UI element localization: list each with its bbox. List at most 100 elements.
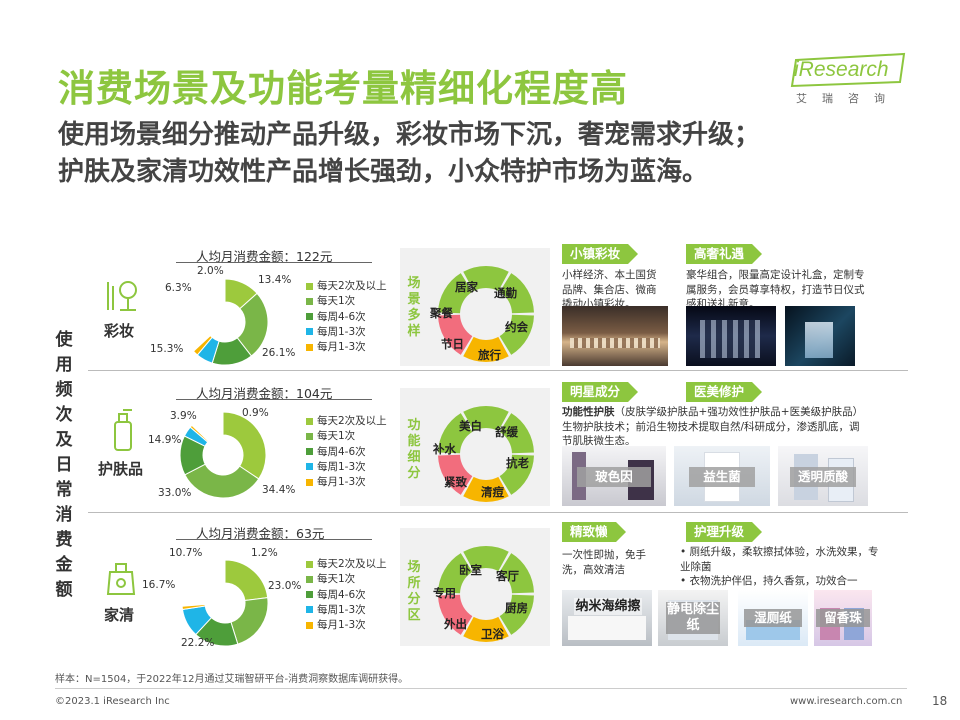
donut-segment-remainder (182, 279, 225, 352)
ring-label: 聚餐 (430, 306, 453, 320)
ring-label: 卫浴 (481, 627, 504, 641)
tag-care-upgrade: 护理升级 (686, 522, 763, 542)
website-link[interactable]: www.iresearch.com.cn (790, 696, 903, 707)
footer-divider (55, 688, 907, 689)
page-title: 消费场景及功能考量精细化程度高 (58, 67, 628, 110)
chart-legend: 每天2次及以上 每天1次 每周4-6次 每周1-3次 每月1-3次 (306, 557, 387, 633)
pct-label: 2.0% (197, 265, 224, 277)
ring-label: 补水 (433, 442, 456, 456)
legend-swatch (306, 448, 313, 456)
donut-segment-2 (184, 463, 260, 499)
ring-label: 通勤 (494, 286, 517, 300)
chart-legend: 每天2次及以上 每天1次 每周4-6次 每周1-3次 每月1-3次 (306, 279, 387, 355)
ring-segment (438, 273, 473, 314)
legend-swatch (306, 417, 313, 425)
scene-ring (438, 266, 534, 362)
category-makeup: 彩妆 (104, 322, 135, 340)
ring-segment (499, 594, 534, 635)
ring-segment (499, 314, 534, 355)
gift-box-photo (686, 306, 776, 366)
desc-town-makeup: 小样经济、本土国货品牌、集合店、微商撬动小镇彩妆。 (562, 269, 657, 310)
product-label: 益生菌 (689, 467, 755, 487)
ring-label: 舒缓 (495, 425, 518, 439)
location-ring (438, 546, 534, 642)
luxury-set-photo (785, 306, 855, 366)
legend-label: 每月1-3次 (317, 619, 366, 632)
bullet-item: • 厕纸升级，柔软擦拭体验，水洗效果，专业除菌 (680, 546, 879, 573)
legend-swatch (306, 591, 313, 599)
legend-item: 每天2次及以上 (306, 414, 387, 429)
ring-label: 厨房 (505, 601, 528, 615)
avg-spend-household: 人均月消费金额：63元 (196, 526, 325, 541)
legend-label: 每天2次及以上 (317, 280, 387, 292)
legend-item: 每周1-3次 (306, 460, 387, 475)
legend-label: 每周1-3次 (317, 325, 366, 338)
sample-note: 样本：N=1504，于2022年12月通过艾瑞智研平台-消费洞察数据库调研获得。 (55, 674, 409, 685)
legend-swatch (306, 343, 313, 351)
legend-swatch (306, 463, 313, 471)
makeup-mirror-icon (107, 281, 137, 311)
ring-label: 居家 (455, 280, 478, 294)
ring-segment (463, 406, 509, 432)
ring-segment (499, 273, 534, 314)
legend-item: 每天2次及以上 (306, 279, 387, 294)
ring-segment (463, 336, 509, 362)
ring-label: 清痘 (481, 485, 504, 499)
legend-item: 每周1-3次 (306, 325, 387, 340)
bullet-item: • 衣物洗护伴侣，持久香氛，功效合一 (680, 575, 858, 587)
legend-label: 每天1次 (317, 430, 356, 443)
legend-item: 每天1次 (306, 294, 387, 309)
category-skincare: 护肤品 (98, 460, 144, 478)
ring-segment (463, 616, 509, 642)
tag-medical-repair: 医美修护 (686, 382, 763, 402)
ring-segment (463, 546, 509, 572)
donut-segment-1 (224, 559, 269, 602)
legend-swatch (306, 282, 313, 290)
legend-item: 每天2次及以上 (306, 557, 387, 572)
ring-label: 客厅 (496, 569, 519, 583)
legend-item: 每周4-6次 (306, 445, 387, 460)
legend-label: 每周1-3次 (317, 603, 366, 616)
product-label: 湿厕纸 (744, 609, 802, 627)
pct-label: 23.0% (268, 580, 302, 592)
donut-segment-remainder (182, 560, 225, 607)
pct-label: 3.9% (170, 410, 197, 422)
ring-segment (499, 454, 534, 495)
legend-label: 每天2次及以上 (317, 558, 387, 570)
pct-label: 22.2% (181, 637, 215, 649)
donut-segment-remainder (191, 412, 223, 442)
avg-spend-underline (176, 399, 372, 400)
legend-label: 每天2次及以上 (317, 415, 387, 427)
chart-legend: 每天2次及以上 每天1次 每周4-6次 每周1-3次 每月1-3次 (306, 414, 387, 490)
donut-chart-household (181, 559, 269, 647)
row-separator-2 (88, 512, 908, 513)
legend-label: 每天1次 (317, 295, 356, 308)
legend-item: 每周4-6次 (306, 588, 387, 603)
location-vlabel: 场所分区 (407, 560, 421, 623)
iresearch-logo: iResearch 艾瑞咨询 (788, 52, 908, 112)
ring-segment (463, 266, 509, 292)
subtitle-line-2: 护肤及家清功效性产品增长强劲，小众特护市场为蓝海。 (58, 157, 709, 187)
tag-town-makeup: 小镇彩妆 (562, 244, 639, 264)
scene-vlabel: 场景多样 (407, 276, 421, 339)
ring-segment (438, 314, 473, 355)
avg-spend-skincare: 人均月消费金额：104元 (196, 386, 333, 401)
category-household: 家清 (104, 606, 135, 624)
page-number: 18 (932, 694, 948, 708)
desc-body: （皮肤学级护肤品+强功效性护肤品+医美级护肤品）生物护肤技术；前沿生物技术提取自… (562, 406, 860, 447)
ring-segment (499, 553, 534, 594)
donut-chart-makeup (182, 278, 269, 366)
legend-label: 每周4-6次 (317, 445, 366, 458)
row-separator-1 (88, 370, 908, 371)
legend-item: 每周1-3次 (306, 603, 387, 618)
legend-swatch (306, 575, 313, 583)
legend-swatch (306, 297, 313, 305)
ring-label: 抗老 (506, 456, 529, 470)
desc-highlight: 功能性护肤 (562, 406, 615, 418)
logo-brand-text: iResearch (794, 58, 889, 81)
ring-segment (499, 413, 534, 454)
desc-disposable: 一次性即抛，免手洗，高效清洁 (562, 549, 646, 576)
ring-segment (438, 553, 473, 594)
lotion-bottle-icon (114, 409, 132, 451)
product-label: 留香珠 (816, 609, 870, 627)
